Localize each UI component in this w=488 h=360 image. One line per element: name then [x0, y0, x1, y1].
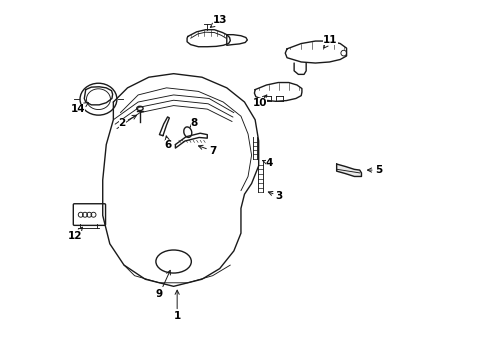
Polygon shape	[336, 164, 361, 176]
Text: 5: 5	[366, 165, 381, 175]
Text: 9: 9	[156, 270, 170, 299]
Text: 11: 11	[323, 35, 337, 48]
Text: 13: 13	[210, 15, 227, 27]
Text: 3: 3	[268, 191, 282, 201]
Text: 12: 12	[68, 227, 82, 241]
Text: 6: 6	[164, 136, 172, 150]
Text: 2: 2	[119, 115, 136, 128]
Text: 7: 7	[198, 145, 216, 156]
Text: 1: 1	[173, 290, 181, 321]
Text: 4: 4	[262, 158, 272, 168]
Text: 8: 8	[190, 118, 197, 128]
Text: 14: 14	[70, 103, 88, 114]
Text: 10: 10	[252, 95, 266, 108]
